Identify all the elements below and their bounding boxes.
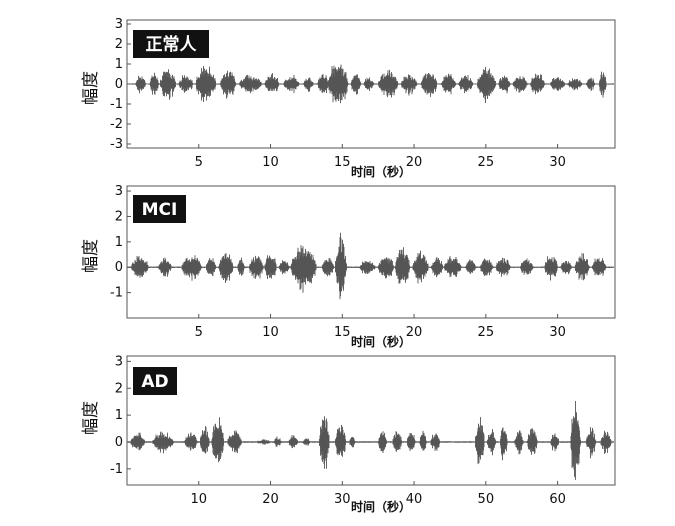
x-tick-label-ad: 30 bbox=[334, 492, 351, 507]
group-badge-ad bbox=[133, 367, 177, 395]
x-tick-label-mci: 10 bbox=[262, 325, 279, 340]
y-tick-label-normal: -3 bbox=[110, 137, 123, 152]
y-tick-label-ad: 1 bbox=[115, 408, 123, 423]
panel-normal: -3 -2 -1 0 1 2 3 5 10 15 20 25 30 时间（秒） 幅度 正常人 bbox=[81, 17, 616, 179]
x-tick-label-normal: 30 bbox=[549, 155, 566, 170]
x-tick-label-normal: 10 bbox=[262, 155, 279, 170]
group-badge-label-ad: AD bbox=[141, 372, 168, 392]
x-axis-label-normal: 时间（秒） bbox=[351, 164, 411, 179]
y-axis-label-mci: 幅度 bbox=[81, 239, 101, 273]
x-tick-label-mci: 30 bbox=[549, 325, 566, 340]
panel-mci: -1 0 1 2 3 5 10 15 20 25 30 时间（秒） 幅度 MCI bbox=[81, 184, 616, 349]
group-badge-label-normal: 正常人 bbox=[146, 34, 198, 55]
group-badge-label-mci: MCI bbox=[142, 200, 178, 220]
plot-area-mci bbox=[126, 185, 616, 319]
x-tick-label-ad: 40 bbox=[406, 492, 423, 507]
y-axis-label-ad: 幅度 bbox=[81, 401, 101, 435]
y-tick-label-ad: 0 bbox=[115, 435, 123, 450]
x-axis-label-ad: 时间（秒） bbox=[351, 499, 411, 514]
y-tick-label-mci: 0 bbox=[115, 260, 123, 275]
x-axis-label-mci: 时间（秒） bbox=[351, 334, 411, 349]
x-tick-label-mci: 25 bbox=[478, 325, 495, 340]
x-tick-label-ad: 20 bbox=[262, 492, 279, 507]
y-tick-label-normal: 1 bbox=[115, 57, 123, 72]
x-tick-label-normal: 15 bbox=[334, 155, 351, 170]
y-tick-label-ad: -1 bbox=[110, 462, 123, 477]
y-tick-label-normal: -1 bbox=[110, 97, 123, 112]
y-tick-label-ad: 3 bbox=[115, 354, 123, 369]
y-tick-label-normal: 2 bbox=[115, 37, 123, 52]
x-tick-label-ad: 60 bbox=[549, 492, 566, 507]
x-tick-label-mci: 15 bbox=[334, 325, 351, 340]
y-tick-label-mci: -1 bbox=[110, 286, 123, 301]
x-tick-label-mci: 5 bbox=[195, 325, 203, 340]
group-badge-mci bbox=[133, 195, 186, 223]
y-tick-label-mci: 3 bbox=[115, 184, 123, 199]
y-tick-label-normal: -2 bbox=[110, 117, 123, 132]
plot-area-ad bbox=[126, 355, 616, 486]
y-tick-label-ad: 2 bbox=[115, 381, 123, 396]
group-badge-normal bbox=[133, 30, 209, 58]
y-tick-label-normal: 0 bbox=[115, 77, 123, 92]
x-tick-label-ad: 10 bbox=[190, 492, 207, 507]
y-tick-label-normal: 3 bbox=[115, 17, 123, 32]
y-axis-label-normal: 幅度 bbox=[81, 71, 101, 105]
y-tick-label-mci: 2 bbox=[115, 209, 123, 224]
y-tick-label-mci: 1 bbox=[115, 235, 123, 250]
x-tick-label-normal: 20 bbox=[406, 155, 423, 170]
x-tick-label-mci: 20 bbox=[406, 325, 423, 340]
x-tick-label-normal: 25 bbox=[478, 155, 495, 170]
panel-ad: -1 0 1 2 3 10 20 30 40 50 60 时间（秒） 幅度 AD bbox=[81, 354, 616, 514]
x-tick-label-normal: 5 bbox=[195, 155, 203, 170]
x-tick-label-ad: 50 bbox=[478, 492, 495, 507]
